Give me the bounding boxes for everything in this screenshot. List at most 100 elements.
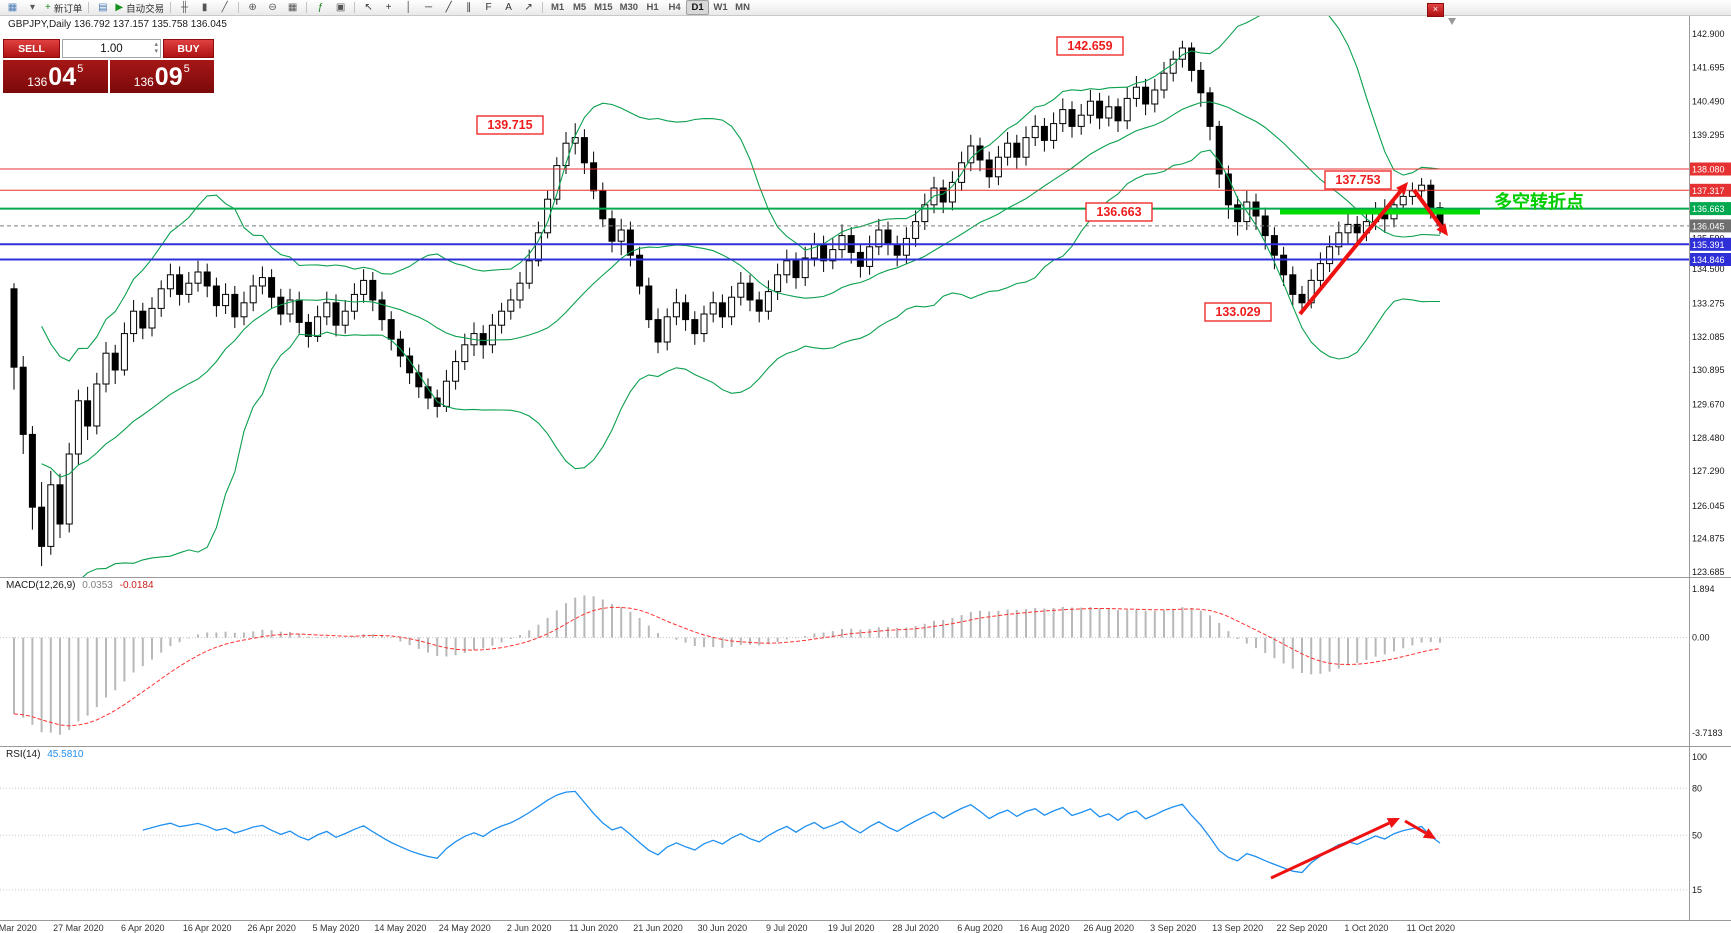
line-chart-button[interactable]: ╱: [215, 1, 234, 14]
svg-text:134.500: 134.500: [1692, 264, 1725, 274]
svg-text:130.895: 130.895: [1692, 365, 1725, 375]
new-chart-dropdown[interactable]: ▾: [23, 1, 42, 14]
tf-m30[interactable]: M30: [617, 1, 641, 14]
new-order-button[interactable]: + 新订单: [43, 1, 84, 15]
tf-w1[interactable]: W1: [710, 1, 731, 14]
crosshair-button[interactable]: +: [379, 1, 398, 14]
svg-text:6 Aug 2020: 6 Aug 2020: [957, 923, 1003, 933]
volume-spinner: ▴ ▾: [154, 41, 158, 55]
rsi-down-arrow[interactable]: [1404, 819, 1436, 839]
sell-price-display[interactable]: 136 04 5: [3, 60, 108, 93]
volume-input[interactable]: 1.00 ▴ ▾: [62, 39, 161, 58]
toolbar-separator: [354, 2, 356, 13]
new-chart-button-icon: ▦: [7, 1, 18, 13]
tf-m1[interactable]: M1: [547, 1, 568, 14]
candle-chart-button[interactable]: ▮: [195, 1, 214, 14]
buy-button[interactable]: BUY: [163, 39, 214, 58]
svg-text:3 Sep 2020: 3 Sep 2020: [1150, 923, 1196, 933]
sell-button[interactable]: SELL: [3, 39, 60, 58]
toolbar-separator: [306, 2, 308, 13]
tf-m5[interactable]: M5: [569, 1, 590, 14]
svg-text:0.00: 0.00: [1692, 633, 1710, 643]
svg-text:1 Oct 2020: 1 Oct 2020: [1344, 923, 1388, 933]
trend-up-arrow[interactable]: [1298, 182, 1408, 316]
tf-h1[interactable]: H1: [642, 1, 663, 14]
tf-h4[interactable]: H4: [664, 1, 685, 14]
cursor-button[interactable]: ↖: [359, 1, 378, 14]
volume-value: 1.00: [100, 42, 123, 55]
spinner-down-icon[interactable]: ▾: [154, 48, 158, 55]
zoom-in-button[interactable]: ⊕: [243, 1, 262, 14]
channel-button[interactable]: ∥: [459, 1, 478, 14]
new-chart-button[interactable]: ▦: [3, 1, 22, 14]
trendline-button[interactable]: ╱: [439, 1, 458, 14]
svg-text:128.480: 128.480: [1692, 433, 1725, 443]
svg-text:132.085: 132.085: [1692, 332, 1725, 342]
macd-signal-value: -0.0184: [119, 580, 154, 591]
zoom-in-button-icon: ⊕: [248, 1, 257, 13]
templates-button[interactable]: ▣: [331, 1, 350, 14]
svg-text:138.080: 138.080: [1692, 164, 1725, 174]
svg-text:136.045: 136.045: [1692, 221, 1725, 231]
trade-buttons-row: SELL 1.00 ▴ ▾ BUY: [3, 39, 214, 58]
toolbar-separator: [238, 2, 240, 13]
svg-text:142.900: 142.900: [1692, 29, 1725, 39]
tf-m1-label: M1: [550, 2, 565, 13]
buy-price-prefix: 136: [133, 75, 154, 89]
toolbar-separator: [170, 2, 172, 13]
tf-d1[interactable]: D1: [686, 0, 710, 15]
svg-text:14 May 2020: 14 May 2020: [374, 923, 426, 933]
fibonacci-button[interactable]: F: [479, 1, 498, 14]
svg-text:16 Aug 2020: 16 Aug 2020: [1019, 923, 1070, 933]
candle-chart-button-icon: ▮: [201, 1, 208, 13]
horizontal-line-button[interactable]: ─: [419, 1, 438, 14]
sell-price-sup: 5: [77, 63, 84, 75]
bar-chart-button[interactable]: ╫: [175, 1, 194, 14]
tf-m15[interactable]: M15: [591, 1, 615, 14]
spinner-up-icon[interactable]: ▴: [154, 41, 158, 48]
tf-d1-label: D1: [691, 2, 704, 13]
tf-m30-label: M30: [619, 2, 639, 13]
autotrading-button-label: 自动交易: [126, 3, 165, 15]
date-axis-labels: 8 Mar 2020 27 Mar 2020 6 Apr 2020 16 Apr 20…: [0, 923, 1455, 933]
svg-text:50: 50: [1692, 830, 1702, 840]
price-axis-labels: 142.900141.695140.490139.295135.590134.5…: [1692, 29, 1725, 895]
rsi-up-arrow[interactable]: [1270, 818, 1400, 880]
svg-text:16 Apr 2020: 16 Apr 2020: [183, 923, 232, 933]
price-axis-tag: 136.045: [1690, 219, 1731, 233]
turning-point-label: 多空转折点: [1494, 191, 1584, 212]
price-callout-133.029[interactable]: 133.029: [1204, 302, 1272, 322]
chart-close-button[interactable]: ×: [1427, 3, 1444, 17]
svg-text:5 May 2020: 5 May 2020: [312, 923, 359, 933]
autotrading-button[interactable]: ▶ 自动交易: [113, 1, 166, 15]
macd-indicator-label: MACD(12,26,9) 0.0353 -0.0184: [6, 580, 154, 591]
tf-mn[interactable]: MN: [732, 1, 753, 14]
price-callout-136.663[interactable]: 136.663: [1085, 202, 1153, 222]
svg-text:15: 15: [1692, 885, 1702, 895]
cursor-button-icon: ↖: [364, 1, 373, 13]
arrows-button[interactable]: ↗: [519, 1, 538, 14]
toolbar-separator: [542, 2, 544, 13]
buy-price-display[interactable]: 136 09 5: [109, 60, 214, 93]
bar-chart-button-icon: ╫: [181, 1, 189, 13]
tf-mn-label: MN: [735, 2, 750, 13]
price-axis-tag: 135.391: [1690, 237, 1731, 251]
vertical-line-button[interactable]: │: [399, 1, 418, 14]
indicators-button[interactable]: ƒ: [311, 1, 330, 14]
svg-text:139.295: 139.295: [1692, 130, 1725, 140]
svg-text:27 Mar 2020: 27 Mar 2020: [53, 923, 104, 933]
price-callout-139.715[interactable]: 139.715: [476, 115, 544, 135]
tile-windows-button-icon: ▦: [287, 1, 298, 13]
price-callout-142.659[interactable]: 142.659: [1056, 36, 1124, 56]
svg-text:11 Jun 2020: 11 Jun 2020: [569, 923, 618, 933]
trend-down-arrow[interactable]: [1412, 188, 1448, 236]
svg-text:26 Aug 2020: 26 Aug 2020: [1084, 923, 1135, 933]
market-watch-button[interactable]: ▤: [93, 1, 112, 14]
text-button[interactable]: A: [499, 1, 518, 14]
price-callout-137.753[interactable]: 137.753: [1324, 170, 1392, 190]
zoom-out-button[interactable]: ⊖: [263, 1, 282, 14]
tile-windows-button[interactable]: ▦: [283, 1, 302, 14]
svg-text:21 Jun 2020: 21 Jun 2020: [633, 923, 683, 933]
